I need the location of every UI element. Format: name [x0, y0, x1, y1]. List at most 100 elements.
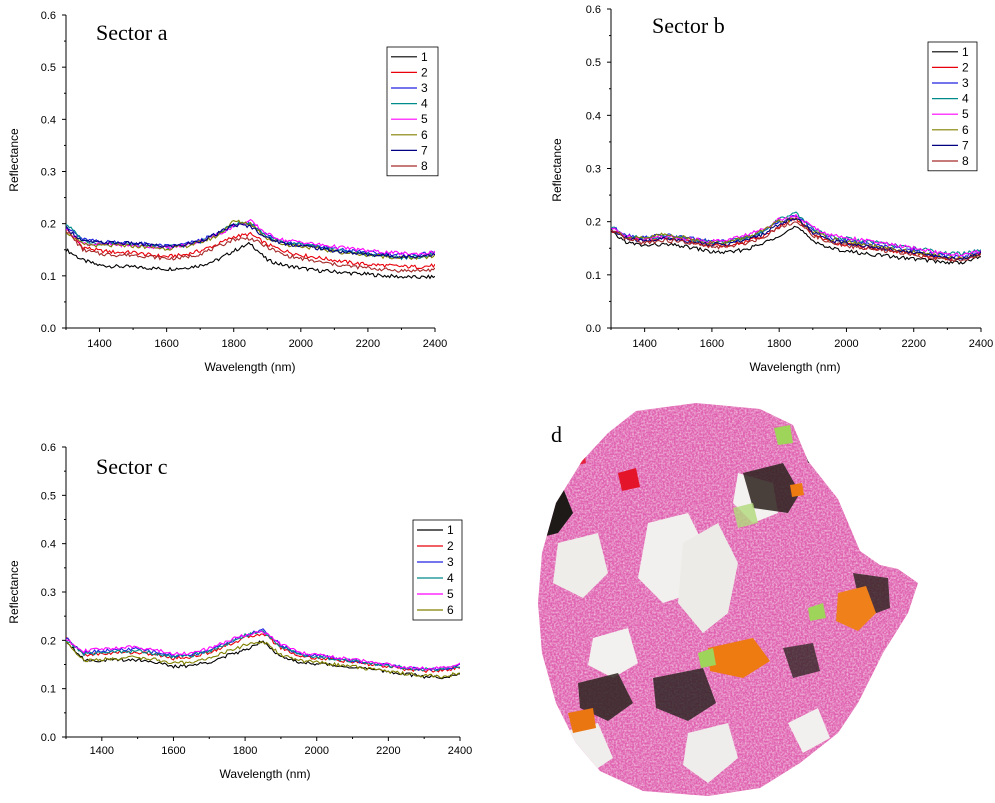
y-axis-label: Reflectance — [7, 128, 21, 192]
legend-label-4: 4 — [421, 97, 428, 111]
map-green-grain — [733, 503, 758, 528]
legend-label-3: 3 — [447, 555, 454, 569]
legend-label-3: 3 — [421, 81, 428, 95]
legend-label-7: 7 — [421, 143, 428, 157]
x-axis-label: Wavelength (nm) — [205, 360, 296, 374]
series-line-4 — [66, 630, 460, 672]
chart-title: Sector c — [96, 454, 168, 479]
x-tick-label: 2400 — [969, 338, 993, 350]
map-orange-grain — [568, 708, 596, 733]
x-tick-label: 2400 — [423, 338, 447, 350]
y-tick-label: 0.5 — [586, 57, 601, 69]
x-tick-label: 2200 — [376, 745, 400, 757]
legend-label-2: 2 — [447, 539, 454, 553]
map-black-grain — [743, 463, 800, 513]
chart-sector-c: 0.0 0.1 0.2 0.3 0.4 0.5 0.6 1400 1600 1800 2000 220… — [7, 442, 472, 781]
x-tick-label: 1600 — [700, 338, 724, 350]
x-tick-label: 2000 — [304, 745, 328, 757]
map-green-grain — [774, 425, 793, 445]
y-tick-label: 0.3 — [41, 587, 56, 599]
x-tick-label: 1400 — [87, 338, 111, 350]
map-white-grain — [588, 628, 638, 678]
series-line-1 — [611, 225, 981, 265]
series-line-5 — [66, 630, 460, 671]
y-tick-label: 0.5 — [41, 490, 56, 502]
legend-label-5: 5 — [447, 587, 454, 601]
y-tick-label: 0.2 — [586, 217, 601, 229]
legend-label-1: 1 — [447, 523, 454, 537]
legend-label-2: 2 — [421, 65, 428, 79]
legend-label-2: 2 — [962, 60, 969, 74]
legend-label-5: 5 — [962, 107, 969, 121]
y-tick-label: 0.1 — [41, 684, 56, 696]
series-line-6 — [66, 640, 460, 679]
map-black-grain — [653, 668, 716, 721]
mineral-map-region — [538, 403, 918, 796]
y-tick-label: 0.3 — [41, 167, 56, 179]
legend: 12 3 45 67 8 — [386, 46, 439, 177]
map-white-grain — [788, 708, 830, 753]
x-axis-label: Wavelength (nm) — [220, 767, 311, 781]
legend-box — [386, 46, 439, 177]
legend-label-7: 7 — [962, 138, 969, 152]
legend-label-4: 4 — [962, 92, 969, 106]
series-line-5 — [66, 218, 435, 257]
series-line-1 — [66, 241, 435, 280]
series-line-1 — [66, 640, 460, 680]
x-tick-label: 2200 — [356, 338, 380, 350]
series-line-2 — [66, 229, 435, 270]
x-tick-label: 1600 — [154, 338, 178, 350]
series-group — [66, 218, 435, 280]
legend-label-5: 5 — [421, 112, 428, 126]
x-axis-label: Wavelength (nm) — [750, 360, 841, 374]
legend-label-3: 3 — [962, 76, 969, 90]
series-line-7 — [66, 222, 435, 260]
x-tick-label: 1800 — [233, 745, 257, 757]
map-black-grain — [783, 643, 820, 678]
map-white-grain — [553, 533, 608, 598]
legend-label-6: 6 — [447, 603, 454, 617]
legend-box — [927, 41, 978, 172]
legend-label-8: 8 — [421, 159, 428, 173]
map-orange-grain — [836, 586, 876, 631]
y-tick-label: 0.0 — [586, 323, 601, 335]
mineral-map-image — [538, 403, 920, 798]
x-tick-label: 1400 — [632, 338, 656, 350]
legend: 1 2 3 4 5 6 — [412, 519, 463, 621]
legend-label-6: 6 — [962, 123, 969, 137]
map-white-grain — [683, 723, 738, 783]
map-green-grain — [808, 603, 826, 621]
map-orange-grain — [708, 638, 770, 678]
x-tick-label: 2200 — [901, 338, 925, 350]
x-tick-label: 2400 — [448, 745, 472, 757]
y-tick-label: 0.4 — [41, 114, 56, 126]
x-tick-label: 1600 — [161, 745, 185, 757]
x-tick-label: 2000 — [289, 338, 313, 350]
series-line-8 — [66, 230, 435, 273]
x-tick-label: 1800 — [767, 338, 791, 350]
y-tick-label: 0.1 — [586, 270, 601, 282]
y-tick-label: 0.3 — [586, 164, 601, 176]
y-tick-label: 0.5 — [41, 62, 56, 74]
x-tick-label: 1400 — [90, 745, 114, 757]
legend-label-4: 4 — [447, 571, 454, 585]
y-tick-label: 0.4 — [41, 539, 56, 551]
y-tick-label: 0.6 — [41, 10, 56, 22]
y-tick-label: 0.6 — [586, 4, 601, 16]
chart-sector-a: 0.0 0.1 0.2 0.3 0.4 0.5 0.6 1400 1600 1800 2000 220… — [7, 10, 447, 374]
y-tick-label: 0.1 — [41, 271, 56, 283]
legend-label-6: 6 — [421, 128, 428, 142]
map-red-grain — [618, 468, 640, 491]
legend-label-1: 1 — [962, 45, 969, 59]
map-orange-grain — [790, 483, 804, 497]
y-tick-label: 0.0 — [41, 323, 56, 335]
legend-label-1: 1 — [421, 50, 428, 64]
series-line-6 — [611, 217, 981, 260]
chart-title: Sector a — [96, 20, 168, 45]
panel-label-d: d — [551, 422, 562, 447]
x-tick-label: 2000 — [834, 338, 858, 350]
y-tick-label: 0.0 — [41, 732, 56, 744]
y-tick-label: 0.4 — [586, 110, 601, 122]
map-green-grain — [698, 648, 716, 668]
